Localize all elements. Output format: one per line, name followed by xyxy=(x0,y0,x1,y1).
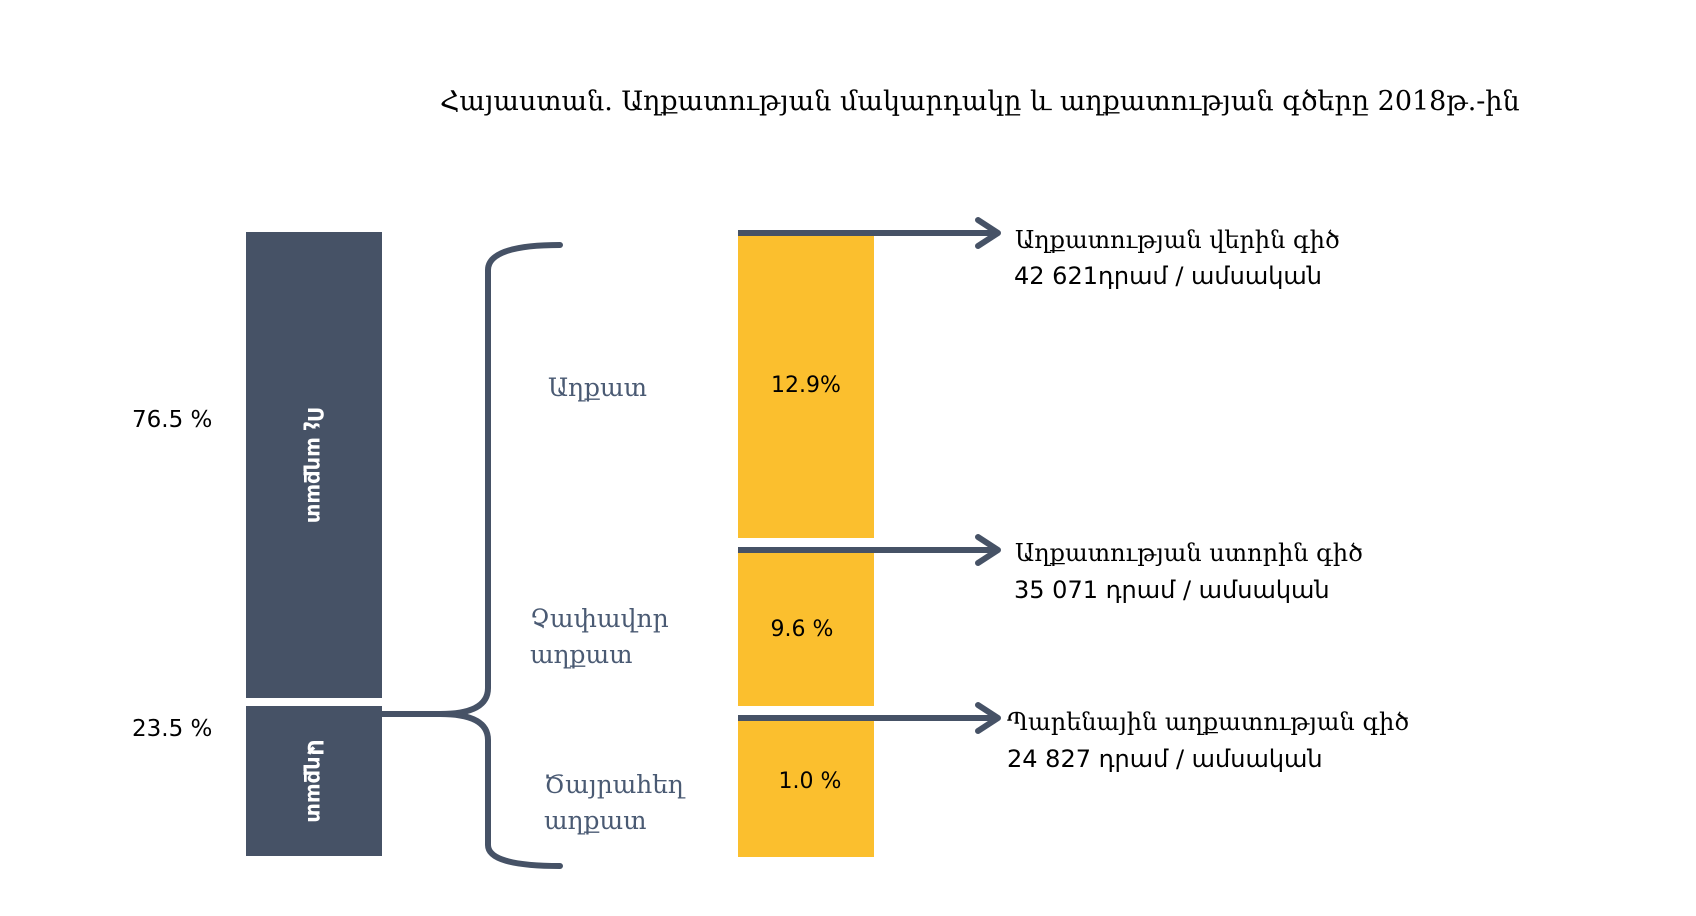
moderate-segment xyxy=(738,551,874,706)
upper-line-arrow xyxy=(738,217,1001,249)
category-moderate-line2: աղքատ xyxy=(530,640,632,669)
diagram-title: Հայաստան. Աղքատության մակարդակը և աղքատո… xyxy=(440,86,1520,117)
lower-line-label: Աղքատության ստորին գիծ xyxy=(1015,539,1363,567)
category-extreme-line2: աղքատ xyxy=(544,806,646,835)
non-poor-label: Ոչ աղքատ xyxy=(303,407,327,523)
category-extreme-line1: Ծայրահեղ xyxy=(544,770,686,799)
non-poor-percent: 76.5 % xyxy=(132,407,212,433)
extreme-segment-label: 1.0 % xyxy=(779,769,842,794)
lower-line-value: 35 071 դրամ / ամսական xyxy=(1014,576,1330,604)
poor-label: Աղքատ xyxy=(303,739,327,823)
food-line-arrow xyxy=(738,702,1001,734)
category-poor: Աղքատ xyxy=(548,373,647,402)
lower-line-arrow xyxy=(738,534,1001,566)
extreme-segment xyxy=(738,719,874,857)
poor-bar xyxy=(246,706,382,856)
category-moderate-line1: Չափավոր xyxy=(530,604,669,633)
food-line-label: Պարենային աղքատության գիծ xyxy=(1007,708,1409,736)
non-poor-bar xyxy=(246,232,382,698)
poor-segment-label: 12.9% xyxy=(771,373,841,398)
food-line-value: 24 827 դրամ / ամսական xyxy=(1007,745,1323,773)
brace-connector xyxy=(379,242,563,869)
upper-line-value: 42 621դրամ / ամսական xyxy=(1014,262,1322,290)
upper-line-label: Աղքատության վերին գիծ xyxy=(1015,226,1340,254)
moderate-segment-label: 9.6 % xyxy=(771,617,834,642)
poor-segment xyxy=(738,236,874,538)
poor-percent: 23.5 % xyxy=(132,716,212,742)
